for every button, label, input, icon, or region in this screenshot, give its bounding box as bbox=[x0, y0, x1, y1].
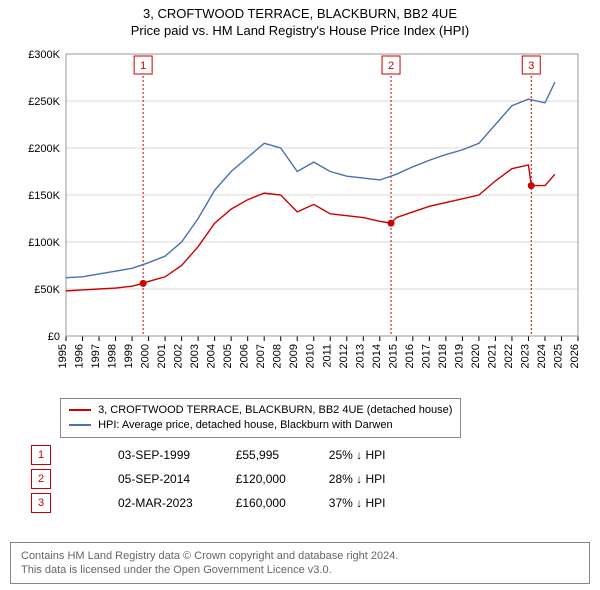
svg-text:£300K: £300K bbox=[28, 49, 60, 61]
transaction-price: £160,000 bbox=[235, 492, 326, 514]
svg-text:2: 2 bbox=[388, 60, 394, 72]
svg-text:2023: 2023 bbox=[519, 344, 531, 368]
svg-text:2019: 2019 bbox=[453, 344, 465, 368]
transaction-delta: 37% ↓ HPI bbox=[328, 492, 426, 514]
svg-text:1995: 1995 bbox=[57, 344, 69, 368]
transaction-marker: 2 bbox=[31, 469, 51, 489]
svg-text:1996: 1996 bbox=[74, 344, 86, 368]
transaction-price: £120,000 bbox=[235, 468, 326, 490]
svg-text:2003: 2003 bbox=[189, 344, 201, 368]
svg-text:2020: 2020 bbox=[470, 344, 482, 368]
legend-swatch-1 bbox=[69, 424, 91, 426]
svg-text:2009: 2009 bbox=[288, 344, 300, 368]
transaction-date: 03-SEP-1999 bbox=[117, 444, 233, 466]
svg-text:2017: 2017 bbox=[420, 344, 432, 368]
chart-subtitle: Price paid vs. HM Land Registry's House … bbox=[0, 21, 600, 38]
svg-text:2025: 2025 bbox=[552, 344, 564, 368]
svg-text:2026: 2026 bbox=[569, 344, 581, 368]
svg-text:2018: 2018 bbox=[437, 344, 449, 368]
transaction-marker: 1 bbox=[31, 445, 51, 465]
svg-text:£0: £0 bbox=[48, 331, 60, 343]
attribution-footer: Contains HM Land Registry data © Crown c… bbox=[10, 542, 590, 584]
legend-item: 3, CROFTWOOD TERRACE, BLACKBURN, BB2 4UE… bbox=[69, 403, 452, 418]
transaction-price: £55,995 bbox=[235, 444, 326, 466]
transaction-date: 02-MAR-2023 bbox=[117, 492, 233, 514]
transaction-delta: 28% ↓ HPI bbox=[328, 468, 426, 490]
svg-text:2013: 2013 bbox=[354, 344, 366, 368]
svg-text:2007: 2007 bbox=[255, 344, 267, 368]
transaction-marker: 3 bbox=[31, 493, 51, 513]
svg-text:£200K: £200K bbox=[28, 143, 60, 155]
footer-line-2: This data is licensed under the Open Gov… bbox=[21, 563, 579, 577]
legend-label-1: HPI: Average price, detached house, Blac… bbox=[98, 419, 393, 431]
transaction-date: 05-SEP-2014 bbox=[117, 468, 233, 490]
svg-text:2006: 2006 bbox=[239, 344, 251, 368]
svg-text:2012: 2012 bbox=[338, 344, 350, 368]
transaction-row: 2 05-SEP-2014£120,00028% ↓ HPI bbox=[30, 468, 425, 490]
svg-text:1997: 1997 bbox=[90, 344, 102, 368]
chart-area: £0 £50K £100K £150K £200K £250K £300K 1995 1996 1… bbox=[10, 46, 590, 388]
svg-text:2015: 2015 bbox=[387, 344, 399, 368]
svg-text:2022: 2022 bbox=[503, 344, 515, 368]
chart-title: 3, CROFTWOOD TERRACE, BLACKBURN, BB2 4UE bbox=[0, 0, 600, 21]
transactions-table: 1 03-SEP-1999£55,99525% ↓ HPI 2 05-SEP-2014… bbox=[28, 442, 427, 516]
svg-text:2000: 2000 bbox=[140, 344, 152, 368]
svg-text:2010: 2010 bbox=[305, 344, 317, 368]
svg-text:2002: 2002 bbox=[173, 344, 185, 368]
svg-text:2014: 2014 bbox=[371, 344, 383, 368]
line-chart: £0 £50K £100K £150K £200K £250K £300K 1995 1996 1… bbox=[10, 46, 590, 388]
svg-text:£250K: £250K bbox=[28, 96, 60, 108]
svg-text:£100K: £100K bbox=[28, 237, 60, 249]
legend-label-0: 3, CROFTWOOD TERRACE, BLACKBURN, BB2 4UE… bbox=[98, 404, 452, 416]
svg-text:2024: 2024 bbox=[536, 344, 548, 368]
transaction-row: 1 03-SEP-1999£55,99525% ↓ HPI bbox=[30, 444, 425, 466]
svg-text:2004: 2004 bbox=[206, 344, 218, 368]
legend-swatch-0 bbox=[69, 409, 91, 411]
svg-text:1998: 1998 bbox=[107, 344, 119, 368]
svg-text:£50K: £50K bbox=[34, 284, 60, 296]
svg-text:£150K: £150K bbox=[28, 190, 60, 202]
footer-line-1: Contains HM Land Registry data © Crown c… bbox=[21, 549, 579, 563]
svg-text:3: 3 bbox=[528, 60, 534, 72]
svg-text:2001: 2001 bbox=[156, 344, 168, 368]
svg-text:2021: 2021 bbox=[486, 344, 498, 368]
legend: 3, CROFTWOOD TERRACE, BLACKBURN, BB2 4UE… bbox=[60, 398, 461, 438]
legend-item: HPI: Average price, detached house, Blac… bbox=[69, 418, 452, 433]
svg-text:2016: 2016 bbox=[404, 344, 416, 368]
svg-text:1999: 1999 bbox=[123, 344, 135, 368]
svg-text:2011: 2011 bbox=[321, 344, 333, 368]
svg-text:2008: 2008 bbox=[272, 344, 284, 368]
svg-text:2005: 2005 bbox=[222, 344, 234, 368]
svg-text:1: 1 bbox=[140, 60, 146, 72]
transaction-delta: 25% ↓ HPI bbox=[328, 444, 426, 466]
transaction-row: 3 02-MAR-2023£160,00037% ↓ HPI bbox=[30, 492, 425, 514]
